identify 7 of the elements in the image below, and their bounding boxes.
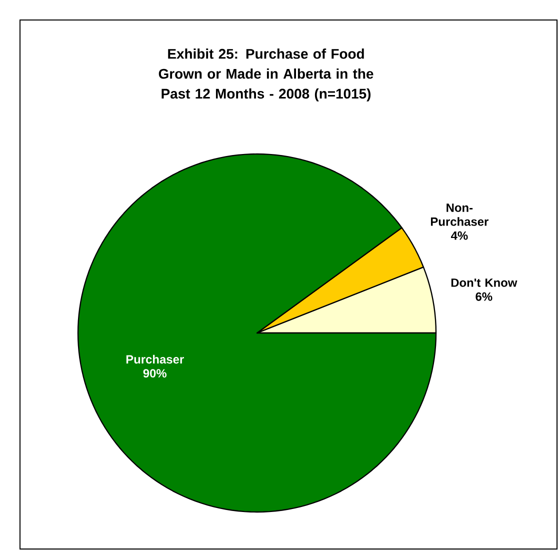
slice-label: Non-Purchaser — [430, 204, 488, 226]
data-label: 90% — [143, 369, 167, 378]
data-label: 4% — [450, 231, 468, 240]
chart-title: Exhibit 25: Purchase of Food Grown or Made in Alberta in the Past 12 Months - 2008 (n=1015) — [158, 48, 374, 102]
slice-label: Purchaser — [126, 354, 184, 364]
slice-label: Don't Know — [451, 278, 518, 287]
data-label: 6% — [476, 292, 492, 301]
